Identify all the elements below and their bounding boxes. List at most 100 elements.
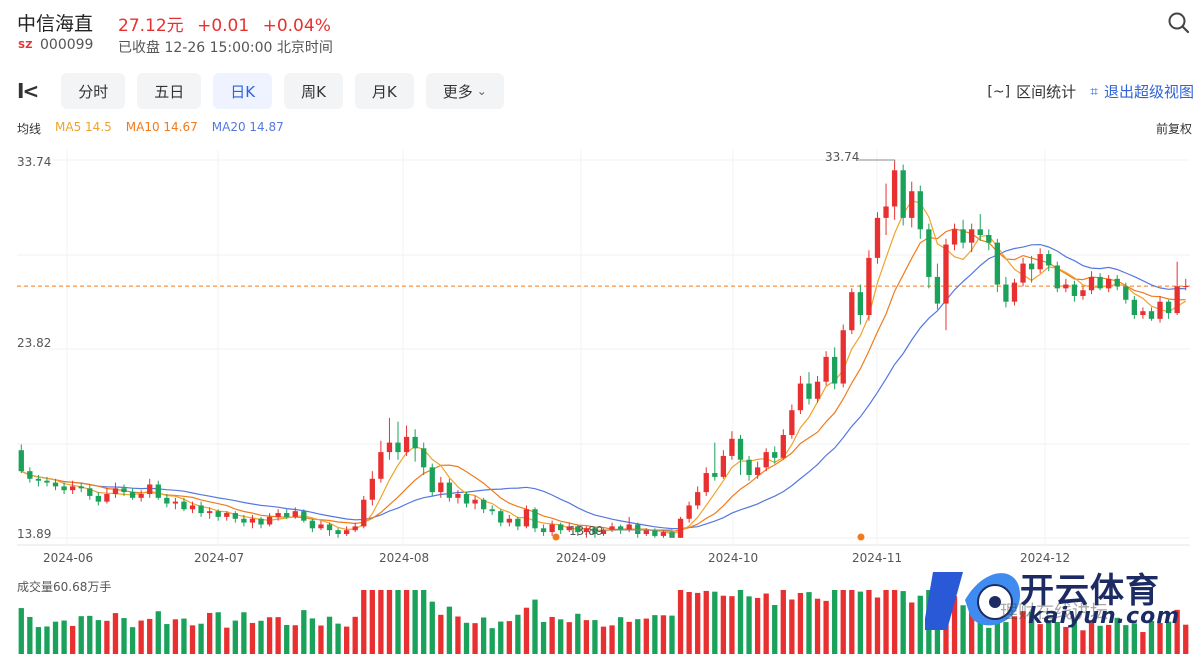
candle-body	[857, 292, 864, 316]
candle-body	[891, 170, 898, 207]
candle-body	[112, 488, 119, 495]
candle-body	[104, 494, 110, 502]
candle-body	[1097, 276, 1103, 289]
candle-body	[977, 229, 983, 236]
candle-body	[189, 505, 196, 510]
candle-body	[164, 497, 170, 504]
volume-bar	[566, 622, 572, 654]
watermark-brand: 开云体育	[1020, 571, 1160, 611]
candle-body	[677, 518, 684, 538]
volume-bar	[754, 597, 761, 654]
watermark-sub: kaiyun.com	[1028, 604, 1181, 629]
tab-rik[interactable]: 日K	[213, 73, 273, 109]
volume-bar	[1088, 621, 1095, 654]
date-label: 2024-07	[194, 551, 245, 565]
volume-bar	[1046, 620, 1052, 654]
volume-bar	[660, 615, 667, 654]
volume-bar	[883, 590, 889, 654]
volume-bar	[677, 590, 684, 654]
candle-body	[1011, 282, 1018, 302]
candle-body	[883, 206, 889, 218]
volume-bar	[292, 625, 298, 654]
candle-body	[1020, 263, 1026, 283]
candle-body	[617, 526, 624, 531]
volume-bar	[635, 619, 641, 654]
candle-body	[318, 524, 324, 529]
volume-bar	[917, 595, 923, 654]
volume-bar	[275, 617, 281, 654]
tab-more[interactable]: 更多 ⌄	[425, 73, 504, 109]
candle-body	[909, 191, 915, 218]
candle-body	[1106, 278, 1112, 289]
range-stats-label: 区间统计	[1016, 83, 1077, 101]
adjust-selector[interactable]: 前复权	[1155, 122, 1192, 136]
candle-body	[789, 410, 795, 435]
candle-body	[241, 518, 247, 523]
volume-bar	[575, 613, 581, 654]
volume-bar	[994, 610, 1001, 654]
candle-body	[61, 486, 67, 491]
volume-bar	[832, 590, 838, 654]
volume-bar	[857, 591, 864, 654]
candle-body	[284, 513, 290, 517]
tab-yuek[interactable]: 月K	[354, 73, 414, 109]
high-marker	[858, 159, 896, 162]
candle-body	[455, 494, 461, 498]
volume-bar	[558, 619, 564, 654]
exit-super-view-button[interactable]: ⌗ 退出超级视图	[1090, 81, 1194, 102]
stock-name: 中信海直	[17, 13, 94, 35]
candle-body	[292, 511, 298, 517]
volume-bar	[1123, 625, 1129, 654]
volume-bar	[729, 596, 735, 654]
candle-body	[326, 524, 333, 531]
event-dot	[857, 533, 865, 541]
candle-body	[1165, 301, 1172, 314]
volume-bar	[241, 612, 247, 654]
tab-label: 月K	[371, 82, 397, 101]
volume-bar	[1071, 619, 1078, 654]
volume-bar	[69, 625, 76, 654]
candle-body	[1114, 278, 1120, 287]
range-stats-button[interactable]: [~] 区间统计	[987, 81, 1076, 102]
volume-bar	[1106, 624, 1112, 654]
ma-label: 均线	[17, 122, 42, 136]
tab-fenshi[interactable]: 分时	[61, 73, 126, 109]
volume-bar	[720, 595, 727, 654]
volume-bar	[61, 620, 67, 654]
current-price: 27.12元	[118, 16, 184, 36]
stock-code: 000099	[40, 37, 94, 53]
candle-body	[652, 530, 658, 536]
volume-bar	[429, 601, 435, 654]
candle-body	[395, 442, 401, 453]
volume-bar	[515, 614, 521, 654]
tab-zhouk[interactable]: 周K	[284, 73, 343, 109]
price-line: 27.12元 +0.01 +0.04%	[118, 11, 339, 36]
candle-body	[635, 524, 641, 535]
candle-body	[446, 482, 453, 498]
volume-bar	[121, 618, 127, 654]
volume-bar	[763, 593, 769, 654]
volume-bar	[969, 595, 975, 654]
candle-body	[87, 488, 93, 496]
volume-bar	[395, 590, 401, 654]
candle-body	[129, 492, 136, 498]
search-icon[interactable]	[1166, 10, 1192, 36]
candle-body	[52, 482, 59, 487]
volume-bar	[1140, 632, 1146, 654]
candle-body	[960, 229, 966, 243]
tab-wuri[interactable]: 五日	[137, 73, 202, 109]
candle-body	[386, 442, 393, 453]
candle-body	[1003, 284, 1009, 302]
volume-bar	[198, 623, 204, 654]
volume-bar	[1011, 616, 1018, 654]
volume-bar	[104, 620, 110, 654]
date-label: 2024-06	[43, 551, 94, 565]
volume-bar	[249, 622, 256, 654]
candle-body	[343, 530, 350, 535]
kline-toggle-icon[interactable]: I<	[17, 79, 39, 103]
volume-bar	[87, 615, 93, 654]
candle-body	[832, 356, 838, 384]
candle-body	[712, 473, 718, 477]
volume-bar	[258, 620, 264, 654]
